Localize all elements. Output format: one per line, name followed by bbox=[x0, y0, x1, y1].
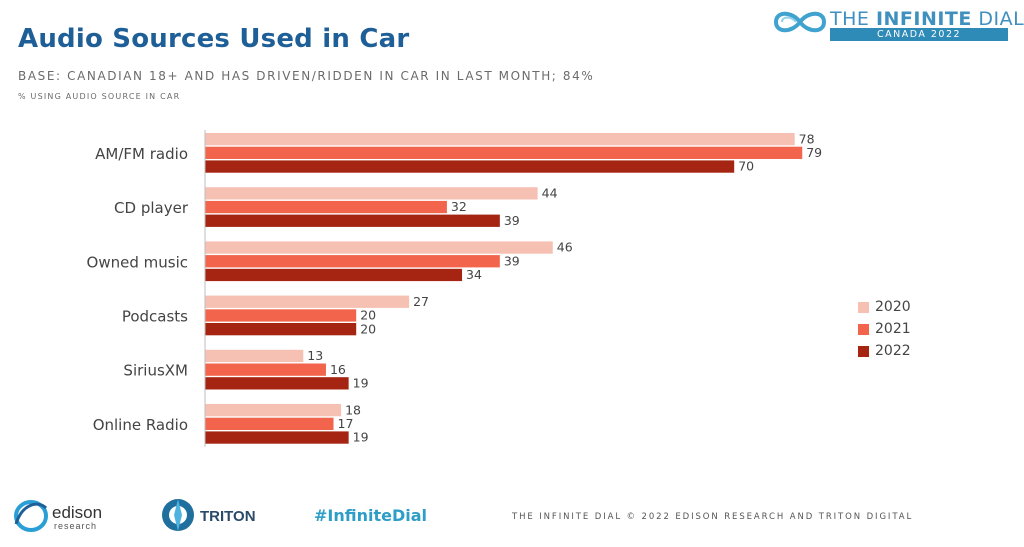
legend-item-2021: 2021 bbox=[858, 318, 911, 340]
data-label: 19 bbox=[353, 430, 369, 445]
bar-2021 bbox=[205, 146, 803, 159]
category-label: SiriusXM bbox=[123, 362, 188, 380]
bar-2021 bbox=[205, 417, 334, 430]
bar-2022 bbox=[205, 431, 349, 444]
data-label: 20 bbox=[360, 321, 376, 336]
bar-2021 bbox=[205, 255, 500, 268]
data-label: 27 bbox=[413, 294, 429, 309]
infinity-loop-icon bbox=[773, 11, 827, 33]
legend-swatch bbox=[858, 301, 869, 313]
data-label: 20 bbox=[360, 308, 376, 323]
brand-edition: CANADA 2022 bbox=[830, 28, 1008, 41]
legend-swatch bbox=[858, 323, 869, 335]
edison-logo-icon: edison research bbox=[14, 500, 102, 532]
bar-2021 bbox=[205, 200, 447, 214]
legend-label: 2021 bbox=[875, 321, 911, 337]
chart-measure-note: % USING AUDIO SOURCE IN CAR bbox=[18, 92, 181, 101]
footer-credit: THE INFINITE DIAL © 2022 EDISON RESEARCH… bbox=[512, 512, 914, 522]
edison-logo-sub: research bbox=[54, 521, 97, 531]
legend-item-2020: 2020 bbox=[858, 296, 911, 318]
category-label: AM/FM radio bbox=[95, 145, 188, 163]
data-label: 34 bbox=[466, 267, 482, 282]
legend-label: 2022 bbox=[875, 343, 911, 359]
bar-2022 bbox=[205, 377, 349, 390]
triton-logo-name: TRITON bbox=[200, 508, 256, 525]
bar-2020 bbox=[205, 349, 304, 363]
bar-2022 bbox=[205, 268, 463, 282]
data-label: 70 bbox=[738, 159, 754, 174]
data-label: 18 bbox=[345, 402, 361, 417]
legend-label: 2020 bbox=[875, 299, 911, 315]
chart-legend: 2020 2021 2022 bbox=[858, 296, 911, 362]
bar-2020 bbox=[205, 133, 795, 146]
data-label: 13 bbox=[307, 348, 323, 363]
category-label: CD player bbox=[114, 199, 189, 217]
chart-title: Audio Sources Used in Car bbox=[18, 24, 410, 54]
bar-2021 bbox=[205, 363, 326, 376]
bar-2020 bbox=[205, 241, 553, 254]
category-label: Owned music bbox=[87, 253, 188, 271]
bar-2022 bbox=[205, 214, 500, 227]
data-label: 19 bbox=[353, 376, 369, 391]
data-label: 44 bbox=[542, 186, 558, 201]
data-label: 16 bbox=[330, 362, 346, 377]
data-label: 39 bbox=[504, 253, 520, 268]
data-label: 46 bbox=[557, 240, 573, 255]
infinite-dial-brand: THE INFINITE DIAL CANADA 2022 bbox=[772, 6, 1024, 41]
data-label: 17 bbox=[338, 416, 354, 431]
data-label: 39 bbox=[504, 213, 520, 228]
legend-swatch bbox=[858, 345, 869, 357]
edison-logo-name: edison bbox=[52, 503, 102, 522]
bar-2020 bbox=[205, 404, 342, 417]
data-label: 79 bbox=[806, 145, 822, 160]
bar-2022 bbox=[205, 323, 357, 336]
chart-base-note: BASE: CANADIAN 18+ AND HAS DRIVEN/RIDDEN… bbox=[18, 69, 595, 83]
bar-2021 bbox=[205, 309, 357, 322]
bar-2022 bbox=[205, 160, 735, 173]
category-label: Online Radio bbox=[93, 416, 188, 434]
legend-item-2022: 2022 bbox=[858, 340, 911, 362]
brand-name: THE INFINITE DIAL bbox=[830, 8, 1024, 30]
bar-2020 bbox=[205, 187, 538, 200]
data-label: 32 bbox=[451, 199, 467, 214]
data-label: 78 bbox=[799, 131, 815, 146]
category-label: Podcasts bbox=[122, 307, 188, 325]
bar-2020 bbox=[205, 295, 410, 308]
hashtag-link[interactable]: #InfiniteDial bbox=[314, 506, 428, 525]
triton-logo-icon: TRITON bbox=[162, 499, 256, 531]
